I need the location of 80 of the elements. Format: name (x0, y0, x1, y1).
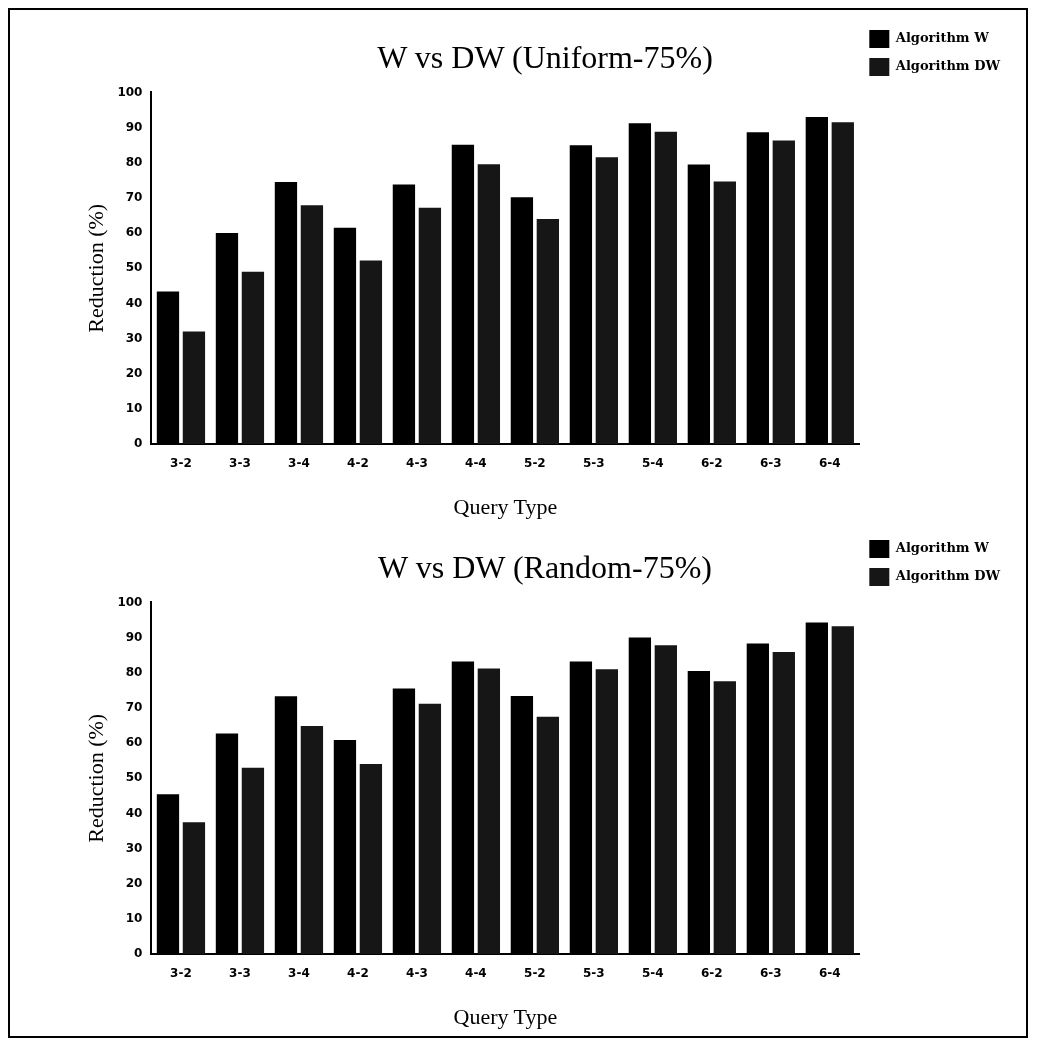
y-tick-label: 0 (134, 946, 143, 961)
y-tick-label: 10 (125, 911, 143, 926)
bar (713, 181, 736, 445)
legend-label: Algorithm DW (894, 568, 1001, 584)
x-tick-label: 6-4 (818, 455, 841, 470)
bar (477, 668, 501, 955)
x-tick-label: 4-3 (406, 965, 428, 980)
bar (359, 763, 383, 955)
bar (713, 681, 736, 955)
y-tick-label: 70 (125, 700, 143, 715)
bar (595, 157, 618, 445)
legend-label: Algorithm W (894, 540, 990, 556)
x-tick-label: 6-2 (701, 455, 723, 470)
x-tick-label: 5-4 (642, 455, 664, 470)
y-tick-label: 40 (125, 805, 143, 820)
x-tick-label: 5-2 (524, 455, 546, 470)
chart-title: W vs DW (Random-75%) (378, 548, 712, 585)
y-tick-label: 80 (125, 664, 143, 679)
x-axis-title: Query Type (453, 1003, 558, 1029)
y-tick-label: 100 (117, 594, 143, 609)
bar (772, 652, 795, 955)
y-tick-label: 60 (125, 735, 143, 750)
y-tick-label: 100 (117, 84, 143, 99)
x-tick-label: 3-4 (288, 455, 310, 470)
y-tick-label: 40 (125, 295, 143, 310)
x-tick-label: 3-2 (170, 455, 192, 470)
bar (831, 626, 854, 955)
legend-label: Algorithm DW (894, 58, 1001, 74)
y-tick-label: 20 (125, 365, 143, 380)
x-tick-label: 5-4 (642, 965, 664, 980)
x-tick-label: 6-3 (759, 965, 782, 980)
x-axis-title: Query Type (453, 493, 558, 519)
y-tick-label: 90 (125, 119, 143, 134)
bar (536, 219, 560, 445)
y-tick-label: 30 (125, 330, 143, 345)
x-tick-label: 3-4 (288, 965, 310, 980)
x-tick-label: 4-2 (347, 455, 369, 470)
bar (182, 822, 206, 955)
x-tick-label: 3-3 (229, 455, 251, 470)
x-tick-label: 4-4 (465, 455, 487, 470)
x-tick-label: 5-3 (583, 965, 605, 980)
bar (654, 131, 677, 445)
y-tick-label: 50 (125, 770, 143, 785)
x-tick-label: 6-4 (818, 965, 841, 980)
y-tick-label: 50 (125, 260, 143, 275)
x-tick-label: 5-2 (524, 965, 546, 980)
y-tick-label: 0 (134, 436, 143, 451)
y-tick-label: 20 (125, 875, 143, 890)
bar (241, 271, 265, 445)
bar (418, 207, 442, 445)
x-tick-label: 4-4 (465, 965, 487, 980)
y-axis-title: Reduction (%) (82, 713, 108, 843)
bar (359, 260, 383, 445)
bar (418, 703, 442, 955)
y-tick-label: 80 (125, 154, 143, 169)
chart-title: W vs DW (Uniform-75%) (377, 38, 713, 75)
bar (182, 331, 206, 445)
x-tick-label: 5-3 (583, 455, 605, 470)
bar (654, 645, 677, 955)
bar (477, 164, 501, 445)
bar (300, 725, 324, 955)
x-tick-label: 6-2 (701, 965, 723, 980)
y-tick-label: 30 (125, 840, 143, 855)
x-tick-label: 3-2 (170, 965, 192, 980)
bar (831, 122, 854, 445)
bar (300, 205, 324, 445)
y-tick-label: 90 (125, 629, 143, 644)
y-tick-label: 60 (125, 225, 143, 240)
legend-label: Algorithm W (894, 30, 990, 46)
bar (595, 669, 618, 955)
bar (772, 140, 795, 445)
bar (241, 767, 265, 955)
y-tick-label: 70 (125, 190, 143, 205)
y-axis-title: Reduction (%) (82, 203, 108, 333)
x-tick-label: 4-2 (347, 965, 369, 980)
bar (536, 716, 560, 955)
x-tick-label: 6-3 (759, 455, 782, 470)
y-tick-label: 10 (125, 401, 143, 416)
x-tick-label: 3-3 (229, 965, 251, 980)
x-tick-label: 4-3 (406, 455, 428, 470)
